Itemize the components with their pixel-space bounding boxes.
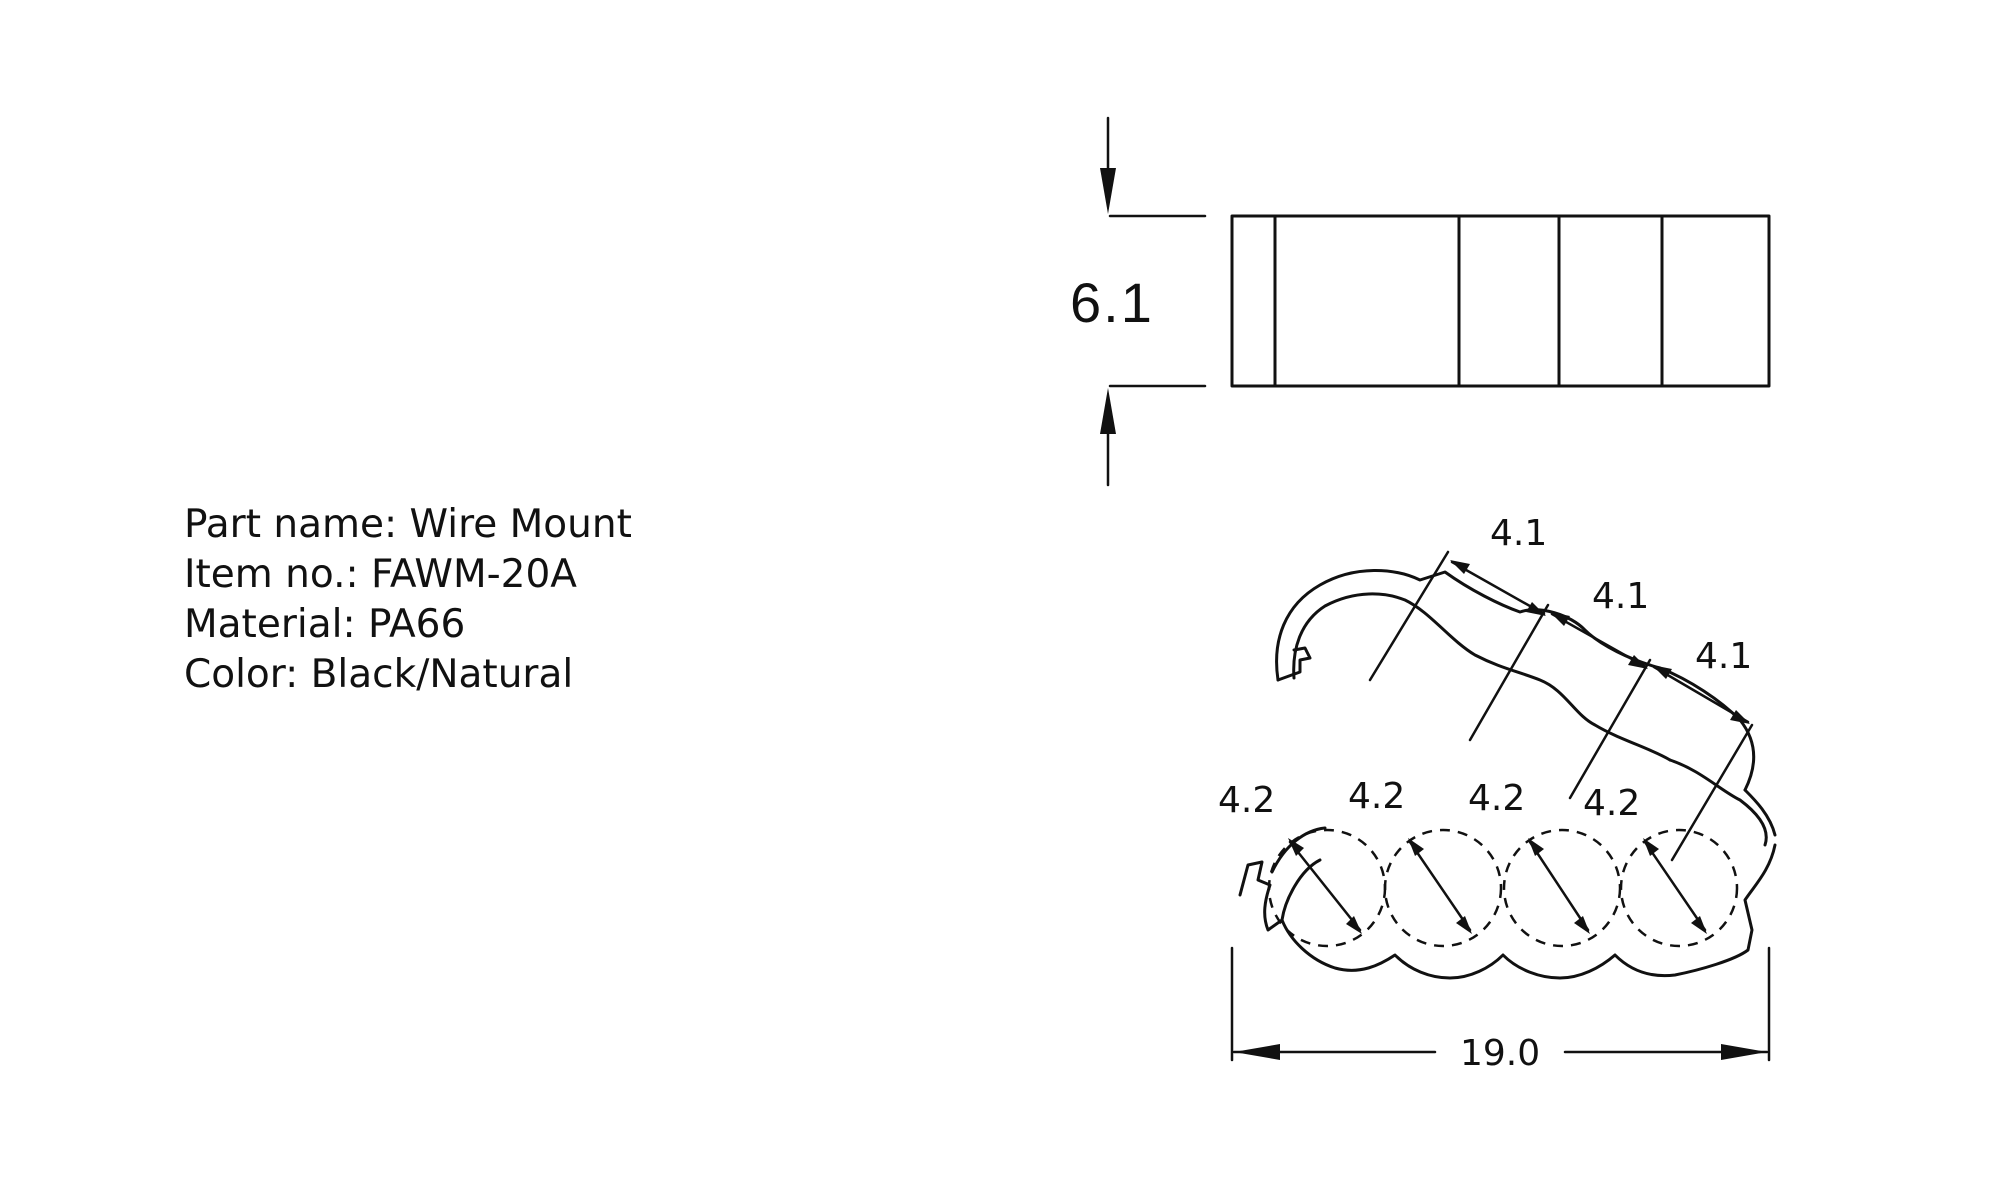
- pitch-label: 4.1: [1490, 513, 1547, 554]
- arrowhead: [1100, 388, 1116, 434]
- arrowhead: [1721, 1044, 1767, 1060]
- side-view-outline: [1230, 214, 1771, 388]
- base-inner-line: [1270, 826, 1327, 922]
- base-outline: [1238, 843, 1777, 980]
- front-view: [1238, 550, 1777, 980]
- pitch-arrows: [1450, 560, 1750, 724]
- item-no: Item no.: FAWM-20A: [184, 552, 577, 597]
- width-dimension: 19.0: [1230, 946, 1771, 1074]
- part-name: Part name: Wire Mount: [184, 502, 632, 547]
- pitch-leaders: [1368, 550, 1754, 862]
- wire-circle: [1383, 828, 1503, 948]
- diameter-label: 4.2: [1468, 778, 1525, 819]
- pitch-label: 4.1: [1592, 576, 1649, 617]
- wire-circle: [1502, 828, 1622, 948]
- diameter-label: 4.2: [1583, 783, 1640, 824]
- arrowhead: [1234, 1044, 1280, 1060]
- material: Material: PA66: [184, 602, 466, 647]
- side-view: [1230, 214, 1771, 388]
- diameter-label: 4.2: [1348, 776, 1405, 817]
- height-label: 6.1: [1070, 271, 1154, 334]
- arm-hook: [1276, 646, 1312, 682]
- diameter-arrows: [1288, 838, 1707, 934]
- color: Color: Black/Natural: [184, 652, 574, 697]
- wire-circle: [1619, 828, 1739, 948]
- upper-arm-outer: [1275, 569, 1756, 792]
- pitch-label: 4.1: [1695, 636, 1752, 677]
- upper-arm-inner: [1292, 592, 1672, 762]
- arrowhead: [1100, 168, 1116, 214]
- spec-block: Part name: Wire Mount Item no.: FAWM-20A…: [184, 500, 632, 700]
- width-label: 19.0: [1460, 1033, 1540, 1074]
- right-curl: [1668, 758, 1777, 847]
- height-dimension: 6.1: [1070, 116, 1207, 487]
- diameter-label: 4.2: [1218, 780, 1275, 821]
